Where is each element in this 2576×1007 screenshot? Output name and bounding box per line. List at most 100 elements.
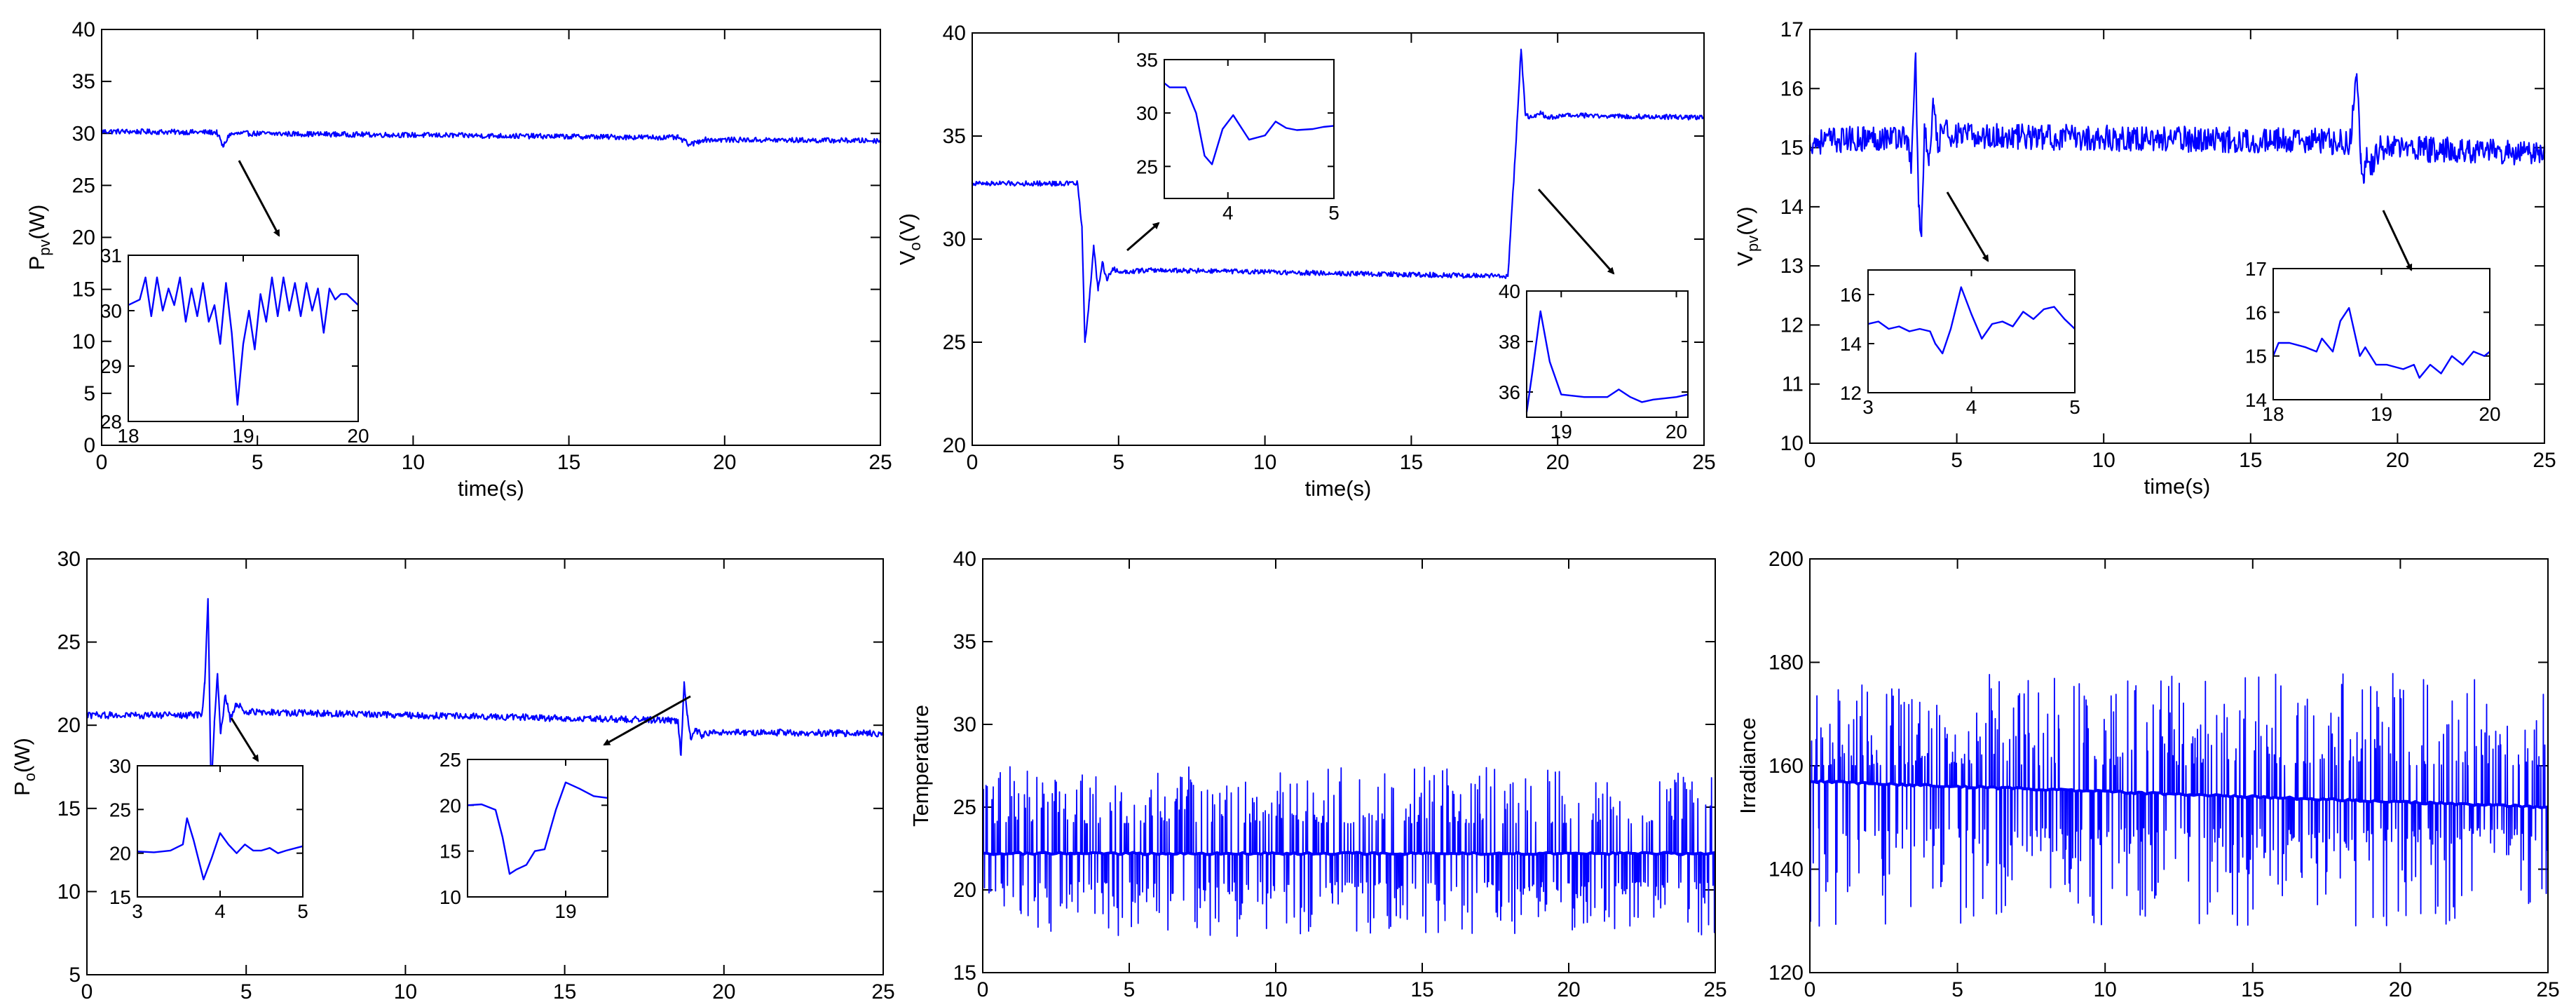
chart-top-right-xtick-label: 15 (2239, 449, 2262, 472)
chart-top-right-xtick-label: 10 (2092, 449, 2115, 472)
chart-bottom-left-ylabel: Po(W) (10, 738, 39, 796)
chart-top-left-xtick-label: 5 (252, 451, 264, 474)
chart-top-right-xtick-label: 25 (2533, 449, 2556, 472)
chart-bottom-left-ytick-label: 25 (57, 631, 81, 654)
chart-bottom-right-frame (1809, 558, 2549, 973)
chart-top-right-ytick-label: 16 (1780, 77, 1804, 100)
chart-bottom-left-inset-2-series-line (467, 781, 608, 875)
chart-bottom-left-ytick-label: 30 (57, 548, 81, 571)
chart-top-left-xtick-label: 10 (402, 451, 425, 474)
chart-top-left-xtick-label: 25 (868, 451, 892, 474)
chart-top-left-ylabel-sub: pv (36, 239, 53, 255)
chart-top-right-zoom-arrow-2 (2382, 210, 2413, 271)
chart-top-right-inset-2-frame (2272, 268, 2490, 400)
chart-bottom-right-ytick-label: 200 (1769, 548, 1804, 571)
chart-top-middle-ylabel-main: V (895, 250, 920, 265)
chart-bottom-middle-xtick-label: 20 (1557, 978, 1580, 1001)
chart-top-right-inset-1-plot-area (1868, 270, 2075, 393)
chart-bottom-middle-ytick-label: 20 (953, 879, 976, 902)
chart-top-left: 0 5 10 15 20 25 0 5 10 15 20 25 30 35 40 time(s) Ppv(W) 1… (25, 18, 892, 501)
chart-top-right-xtick-label: 0 (1804, 449, 1816, 472)
chart-bottom-left: 051015202551015202530time(s)Po(W)3451520… (10, 548, 895, 1007)
chart-bottom-left-inset-1-ytick-label: 15 (109, 886, 131, 908)
chart-top-middle-xtick-label: 5 (1112, 451, 1124, 474)
chart-top-left-ytick-label: 0 (83, 434, 95, 457)
chart-bottom-left-ylabel-main: P (10, 781, 34, 796)
chart-top-middle-ylabel-unit: (V) (895, 213, 920, 242)
chart-bottom-right-xtick-label: 10 (2094, 978, 2117, 1001)
chart-top-right-inset-1-ytick-label: 12 (1840, 382, 1862, 404)
chart-bottom-right-ytick-label: 120 (1769, 961, 1804, 985)
chart-top-right-inset-1-xtick-label: 3 (1862, 396, 1874, 418)
chart-top-left-series-line (100, 128, 882, 148)
chart-top-middle-ylabel: Vo(V) (895, 213, 924, 265)
chart-bottom-middle-ytick-label: 35 (953, 630, 976, 654)
chart-top-left-inset-1-plot-area (128, 255, 358, 421)
chart-top-right-ylabel-main: V (1733, 252, 1757, 266)
chart-bottom-middle-xlabel: time(s) (1316, 1003, 1382, 1007)
chart-bottom-middle-xtick-label: 25 (1703, 978, 1726, 1001)
chart-top-middle-inset-1-ytick-label: 30 (1136, 102, 1158, 124)
chart-top-right-xtick-label: 5 (1951, 449, 1963, 472)
chart-top-left-ylabel: Ppv(W) (25, 205, 53, 271)
chart-top-left-inset-1-xtick-label: 19 (232, 425, 254, 447)
chart-top-middle-zoom-arrow-2 (1537, 189, 1615, 275)
chart-top-right-inset-2-ytick-label: 14 (2245, 389, 2267, 411)
chart-bottom-right-ytick-label: 180 (1769, 651, 1804, 675)
chart-top-right-ytick-label: 13 (1780, 255, 1804, 278)
chart-top-right-inset-2: 18 19 20 14 15 16 17 (2245, 258, 2501, 425)
chart-bottom-left-inset-2-xtick-label: 19 (554, 900, 576, 922)
chart-top-left-ytick-label: 40 (72, 18, 95, 41)
chart-top-right-inset-2-xtick-label: 19 (2371, 403, 2392, 425)
chart-bottom-right-baseline (1809, 779, 2549, 809)
chart-bottom-left-inset-1-xtick-label: 4 (214, 900, 226, 922)
chart-bottom-middle-frame (982, 558, 1716, 973)
chart-top-right-inset-2-plot-area (2273, 269, 2490, 400)
chart-bottom-left-xtick-label: 20 (712, 980, 735, 1003)
chart-top-right-ytick-label: 12 (1780, 313, 1804, 337)
chart-top-right-inset-2-series-line (2272, 306, 2490, 379)
chart-bottom-middle-ytick-label: 30 (953, 713, 976, 736)
chart-bottom-middle-xtick-label: 15 (1410, 978, 1433, 1001)
chart-top-left-ytick-label: 10 (72, 330, 95, 353)
chart-top-middle-inset-2-ytick-label: 36 (1499, 381, 1520, 403)
chart-bottom-right-ytick-label: 160 (1769, 755, 1804, 778)
chart-bottom-middle: 0 5 10 15 20 25 15 20 25 30 35 40 time(s) Temperature (908, 548, 1727, 1007)
chart-top-right-ylabel-unit: (V) (1733, 206, 1757, 235)
chart-top-right-ytick-label: 15 (1780, 137, 1804, 160)
chart-bottom-left-xtick-label: 25 (871, 980, 894, 1003)
chart-bottom-right-xtick-label: 15 (2241, 978, 2264, 1001)
chart-bottom-left-ytick-label: 20 (57, 714, 81, 737)
chart-top-middle-xtick-label: 10 (1253, 451, 1276, 474)
chart-top-middle-inset-2-frame (1526, 290, 1689, 418)
chart-bottom-middle-plot-area (983, 559, 1715, 973)
chart-top-middle-frame (972, 32, 1705, 446)
chart-top-left-xtick-label: 0 (96, 451, 108, 474)
chart-top-right-zoom-arrow-1 (1946, 191, 1989, 262)
chart-top-middle-inset-2-series-line (1525, 310, 1689, 412)
chart-top-middle-inset-1-series-line (1164, 82, 1335, 165)
chart-top-middle-xtick-label: 15 (1400, 451, 1423, 474)
chart-bottom-left-inset-1-ytick-label: 25 (109, 799, 131, 820)
chart-top-middle-inset-2: 19 20 36 38 40 (1499, 281, 1689, 442)
chart-top-middle-inset-1-ytick-label: 35 (1136, 49, 1158, 71)
chart-top-left-frame (101, 29, 881, 446)
chart-bottom-middle-baseline (982, 851, 1716, 856)
chart-bottom-right-xtick-label: 5 (1951, 978, 1963, 1001)
chart-top-middle-xlabel: time(s) (1305, 476, 1372, 501)
chart-bottom-right-xlabel: time(s) (2146, 1003, 2212, 1007)
chart-bottom-left-inset-2-ytick-label: 25 (439, 749, 461, 771)
chart-top-middle-ylabel-sub: o (906, 242, 924, 250)
chart-top-middle-ytick-label: 35 (943, 125, 966, 148)
chart-top-middle-series-line (971, 48, 1705, 344)
chart-top-right-inset-2-ytick-label: 17 (2245, 258, 2267, 280)
chart-top-middle-ytick-label: 40 (943, 22, 966, 45)
chart-bottom-right-xtick-label: 20 (2389, 978, 2412, 1001)
chart-top-right-inset-1: 3 4 5 12 14 16 (1840, 269, 2080, 418)
chart-bottom-left-inset-1-frame (137, 765, 304, 898)
chart-top-left-inset-1-xtick-label: 18 (117, 425, 139, 447)
chart-top-right-inset-1-series-line (1867, 286, 2076, 355)
chart-top-left-ytick-label: 20 (72, 227, 95, 250)
chart-bottom-middle-ytick-label: 40 (953, 548, 976, 571)
